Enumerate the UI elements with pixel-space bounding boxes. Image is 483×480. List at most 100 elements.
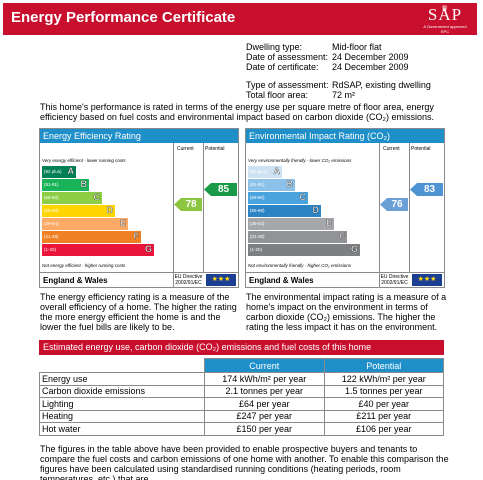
- row-label: Energy use: [39, 372, 205, 386]
- detail-row: Total floor area: 72 m²: [246, 90, 431, 100]
- band-letter: F: [339, 231, 345, 241]
- environment-top-note: Very environmentally friendly - lower CO…: [248, 158, 352, 163]
- rating-band-a: (92 plus) A: [248, 166, 282, 178]
- environment-current-rating: 76: [380, 198, 408, 211]
- band-range: (81-91): [250, 182, 265, 187]
- efficiency-potential-rating: 85: [204, 183, 237, 196]
- band-range: (21-38): [44, 234, 59, 239]
- row-label: Carbon dioxide emissions: [39, 384, 205, 398]
- certificate-title: Energy Performance Certificate: [11, 9, 236, 26]
- detail-row: Dwelling type: Mid-floor flat: [246, 42, 431, 52]
- estimates-current-header: Current: [204, 358, 325, 373]
- table-row: Hot water £150 per year £106 per year: [39, 422, 444, 436]
- band-range: (92 plus): [44, 169, 62, 174]
- band-letter: B: [286, 179, 293, 189]
- rating-band-a: (92 plus) A: [42, 166, 76, 178]
- environment-bands: (92 plus) A (81-91) B (69-80) C (55-68) D (39-54…: [248, 166, 360, 257]
- detail-row: Type of assessment: RdSAP, existing dwell…: [246, 80, 431, 90]
- row-current: 2.1 tonnes per year: [204, 384, 325, 398]
- band-range: (69-80): [250, 195, 265, 200]
- band-range: (39-54): [44, 221, 59, 226]
- rating-band-g: (1-20) G: [42, 244, 154, 256]
- efficiency-rating-title: Energy Efficiency Rating: [40, 129, 238, 143]
- rating-band-c: (69-80) C: [42, 192, 102, 204]
- detail-value: Mid-floor flat: [332, 42, 382, 52]
- band-range: (81-91): [44, 182, 59, 187]
- band-range: (69-80): [44, 195, 59, 200]
- efficiency-footer: England & Wales EU Directive 2002/91/EC …: [40, 272, 238, 287]
- row-potential: £40 per year: [323, 397, 444, 411]
- band-letter: E: [119, 218, 126, 228]
- row-potential: £211 per year: [323, 409, 444, 423]
- crown-icon: ♛: [441, 4, 449, 13]
- eu-flag-icon: ★★★: [206, 274, 236, 286]
- row-potential: £106 per year: [323, 422, 444, 436]
- table-row: Carbon dioxide emissions 2.1 tonnes per y…: [39, 384, 444, 398]
- detail-row: Date of assessment: 24 December 2009: [246, 52, 431, 62]
- band-range: (55-68): [44, 208, 59, 213]
- dwelling-details: Dwelling type: Mid-floor flat Date of ass…: [246, 42, 431, 100]
- current-column-header: Current: [383, 146, 400, 152]
- region-label: England & Wales: [43, 276, 108, 285]
- band-letter: C: [93, 192, 100, 202]
- detail-label: Type of assessment:: [246, 80, 329, 90]
- potential-column-header: Potential: [205, 146, 225, 152]
- rating-band-f: (21-38) F: [248, 231, 347, 243]
- band-letter: A: [67, 166, 74, 176]
- estimates-potential-header: Potential: [323, 358, 444, 373]
- band-letter: A: [273, 166, 280, 176]
- efficiency-current-rating: 78: [174, 198, 202, 211]
- efficiency-bottom-note: Not energy efficient - higher running co…: [42, 263, 126, 268]
- rating-band-c: (69-80) C: [248, 192, 308, 204]
- eu-directive: EU Directive 2002/91/EC: [380, 274, 409, 286]
- band-letter: G: [350, 244, 358, 254]
- environment-footer: England & Wales EU Directive 2002/91/EC …: [246, 272, 444, 287]
- row-potential: 122 kWh/m² per year: [323, 372, 444, 386]
- rating-band-b: (81-91) B: [42, 179, 89, 191]
- efficiency-rating-panel: Energy Efficiency Rating Current Potenti…: [39, 128, 239, 288]
- band-letter: B: [80, 179, 87, 189]
- band-letter: E: [325, 218, 332, 228]
- detail-value: 72 m²: [332, 90, 356, 100]
- row-label: Heating: [39, 409, 205, 423]
- row-current: £64 per year: [204, 397, 325, 411]
- estimates-table: Current Potential Energy use 174 kWh/m² p…: [39, 358, 444, 436]
- detail-value: RdSAP, existing dwelling: [332, 80, 431, 90]
- band-letter: C: [299, 192, 306, 202]
- row-current: £150 per year: [204, 422, 325, 436]
- environment-bottom-note: Not environmentally friendly - higher CO…: [248, 263, 352, 268]
- footnote-text: The figures in the table above have been…: [40, 444, 449, 480]
- current-column-header: Current: [177, 146, 194, 152]
- sap-logo: ♛ SAP A Government approved EPC: [419, 4, 471, 34]
- band-letter: D: [106, 205, 113, 215]
- estimates-title: Estimated energy use, carbon dioxide (CO…: [39, 340, 444, 355]
- environment-potential-rating: 83: [410, 183, 443, 196]
- efficiency-top-note: Very energy efficient - lower running co…: [42, 158, 126, 163]
- row-current: 174 kWh/m² per year: [204, 372, 325, 386]
- band-range: (1-20): [44, 247, 57, 252]
- band-letter: F: [133, 231, 139, 241]
- rating-band-d: (55-68) D: [248, 205, 321, 217]
- rating-band-e: (39-54) E: [42, 218, 128, 230]
- band-letter: D: [312, 205, 319, 215]
- eu-directive: EU Directive 2002/91/EC: [174, 274, 203, 286]
- detail-row: Date of certificate: 24 December 2009: [246, 62, 431, 72]
- rating-band-e: (39-54) E: [248, 218, 334, 230]
- detail-label: Total floor area:: [246, 90, 309, 100]
- detail-label: Date of assessment:: [246, 52, 329, 62]
- rating-band-g: (1-20) G: [248, 244, 360, 256]
- table-row: Lighting £64 per year £40 per year: [39, 397, 444, 411]
- band-range: (55-68): [250, 208, 265, 213]
- potential-column-header: Potential: [411, 146, 431, 152]
- detail-label: Date of certificate:: [246, 62, 319, 72]
- band-range: (92 plus): [250, 169, 268, 174]
- efficiency-bands: (92 plus) A (81-91) B (69-80) C (55-68) D (39-54…: [42, 166, 154, 257]
- intro-text: This home's performance is rated in term…: [40, 102, 435, 122]
- table-row: Heating £247 per year £211 per year: [39, 409, 444, 423]
- row-label: Hot water: [39, 422, 205, 436]
- rating-band-d: (55-68) D: [42, 205, 115, 217]
- detail-value: 24 December 2009: [332, 52, 409, 62]
- efficiency-description: The energy efficiency rating is a measur…: [40, 292, 237, 332]
- eu-flag-icon: ★★★: [412, 274, 442, 286]
- certificate-header: Energy Performance Certificate ♛ SAP A G…: [3, 3, 477, 35]
